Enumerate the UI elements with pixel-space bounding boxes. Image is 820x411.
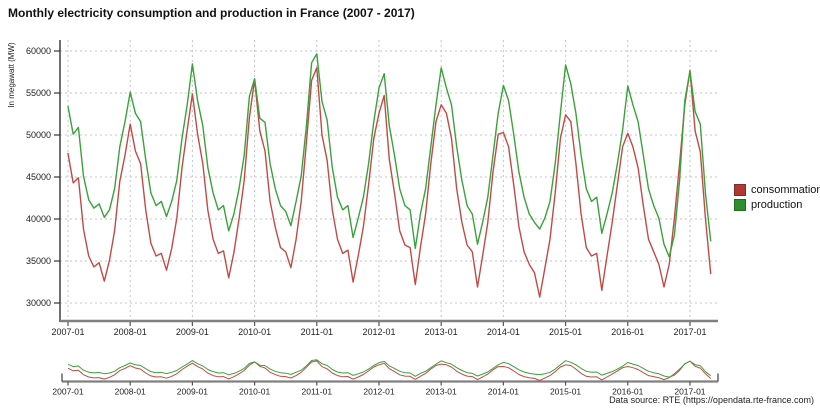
svg-text:55000: 55000 <box>26 88 51 98</box>
series-production <box>67 53 712 258</box>
mini-series-production <box>67 359 712 378</box>
svg-text:2017-01: 2017-01 <box>673 327 706 337</box>
legend-label-production: production <box>751 199 803 211</box>
mini-series <box>67 359 712 381</box>
svg-text:40000: 40000 <box>26 214 51 224</box>
svg-text:2007-01: 2007-01 <box>52 387 83 397</box>
main-axes: 30000 35000 40000 45000 50000 55000 60000 2007-… <box>7 40 718 337</box>
legend-label-consommation: consommation <box>751 184 820 196</box>
legend-item-production: production <box>734 199 820 211</box>
svg-text:2016-01: 2016-01 <box>611 327 644 337</box>
svg-text:60000: 60000 <box>26 46 51 56</box>
svg-text:2013-01: 2013-01 <box>426 387 457 397</box>
main-series <box>67 53 712 298</box>
svg-text:2016-01: 2016-01 <box>612 387 643 397</box>
production-swatch-icon <box>734 199 746 211</box>
svg-text:2009-01: 2009-01 <box>176 327 209 337</box>
svg-text:2012-01: 2012-01 <box>362 327 395 337</box>
svg-text:2015-01: 2015-01 <box>549 327 582 337</box>
main-grid <box>60 40 718 321</box>
main-chart[interactable]: 30000 35000 40000 45000 50000 55000 60000 2007-… <box>0 28 820 348</box>
svg-text:2008-01: 2008-01 <box>115 387 146 397</box>
mini-series-consommation <box>67 360 712 381</box>
svg-text:2008-01: 2008-01 <box>114 327 147 337</box>
consommation-swatch-icon <box>734 184 746 196</box>
svg-text:30000: 30000 <box>26 298 51 308</box>
legend-item-consommation: consommation <box>734 184 820 196</box>
svg-text:2012-01: 2012-01 <box>363 387 394 397</box>
svg-text:2014-01: 2014-01 <box>487 327 520 337</box>
svg-text:2007-01: 2007-01 <box>51 327 84 337</box>
mini-axes: 2007-01 2008-01 2009-01 2010-01 2011-01 2012-… <box>52 373 719 397</box>
svg-text:2017-01: 2017-01 <box>674 387 705 397</box>
chart-legend: consommation production <box>734 184 820 211</box>
chart-title: Monthly electricity consumption and prod… <box>8 6 415 20</box>
range-selector-chart[interactable]: 2007-01 2008-01 2009-01 2010-01 2011-01 2012-… <box>0 350 820 411</box>
svg-text:2010-01: 2010-01 <box>238 327 271 337</box>
svg-text:50000: 50000 <box>26 130 51 140</box>
svg-text:2009-01: 2009-01 <box>177 387 208 397</box>
svg-text:2011-01: 2011-01 <box>301 387 332 397</box>
svg-text:2013-01: 2013-01 <box>425 327 458 337</box>
svg-text:2015-01: 2015-01 <box>550 387 581 397</box>
svg-text:35000: 35000 <box>26 256 51 266</box>
svg-text:45000: 45000 <box>26 172 51 182</box>
series-consommation <box>67 67 712 298</box>
y-axis-label: In megawatt (MW) <box>7 42 16 108</box>
svg-text:2014-01: 2014-01 <box>488 387 519 397</box>
svg-text:2011-01: 2011-01 <box>301 327 333 337</box>
data-source-caption: Data source: RTE (https://opendata.rte-f… <box>609 395 814 405</box>
svg-text:2010-01: 2010-01 <box>239 387 270 397</box>
